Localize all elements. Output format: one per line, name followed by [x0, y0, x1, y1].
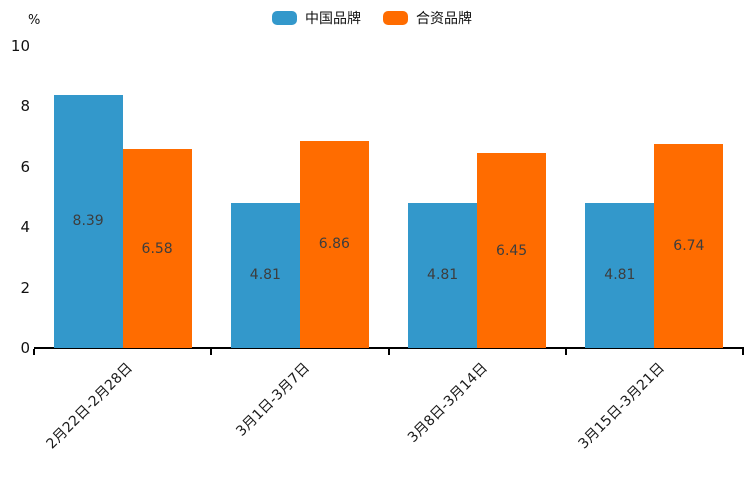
legend-swatch-icon [272, 11, 297, 25]
bar-series0-group3 [585, 202, 655, 348]
bar-value-label: 4.81 [604, 267, 636, 284]
y-axis-tick-label: 2 [20, 278, 30, 297]
x-axis-tick [387, 349, 390, 355]
legend-label: 中国品牌 [305, 11, 361, 27]
bar-series0-group0 [53, 94, 123, 348]
x-axis-line [34, 347, 744, 349]
y-axis-tick-label: 0 [20, 339, 30, 357]
legend-item-0: 中国品牌 [272, 8, 361, 28]
bar-series0-group2 [408, 202, 478, 348]
bar-series1-group2 [477, 153, 547, 348]
y-axis-tick-label: 4 [20, 218, 30, 237]
y-axis-unit-label: % [28, 13, 41, 28]
bar-series1-group1 [299, 140, 369, 348]
x-axis-label: 3月15日-3月21日 [575, 360, 668, 453]
legend-label: 合资品牌 [416, 11, 472, 27]
bar-value-label: 8.39 [72, 213, 104, 230]
bar-value-label: 4.81 [427, 267, 459, 284]
bar-value-label: 4.81 [249, 267, 281, 284]
legend-item-1: 合资品牌 [383, 8, 472, 28]
y-axis-tick-label: 10 [10, 37, 30, 55]
x-axis-tick [564, 349, 567, 355]
y-axis-tick-label: 8 [20, 97, 30, 116]
legend: 中国品牌 合资品牌 [0, 8, 744, 28]
legend-swatch-icon [383, 11, 408, 25]
bar-series1-group0 [122, 149, 192, 348]
bar-series0-group1 [230, 202, 300, 348]
x-axis-label: 3月1日-3月7日 [233, 360, 314, 440]
y-axis-tick-label: 6 [20, 157, 30, 176]
bar-value-label: 6.58 [141, 240, 173, 257]
bar-value-label: 6.45 [496, 242, 528, 259]
x-axis-label: 3月8日-3月14日 [404, 360, 491, 446]
bar-value-label: 6.74 [673, 238, 705, 255]
x-axis-tick [33, 349, 35, 355]
x-axis-tick [742, 349, 744, 355]
bar-value-label: 6.86 [318, 236, 350, 253]
bar-series1-group3 [654, 144, 724, 348]
x-axis-tick [210, 349, 213, 355]
x-axis-label: 2月22日-2月28日 [43, 360, 136, 453]
